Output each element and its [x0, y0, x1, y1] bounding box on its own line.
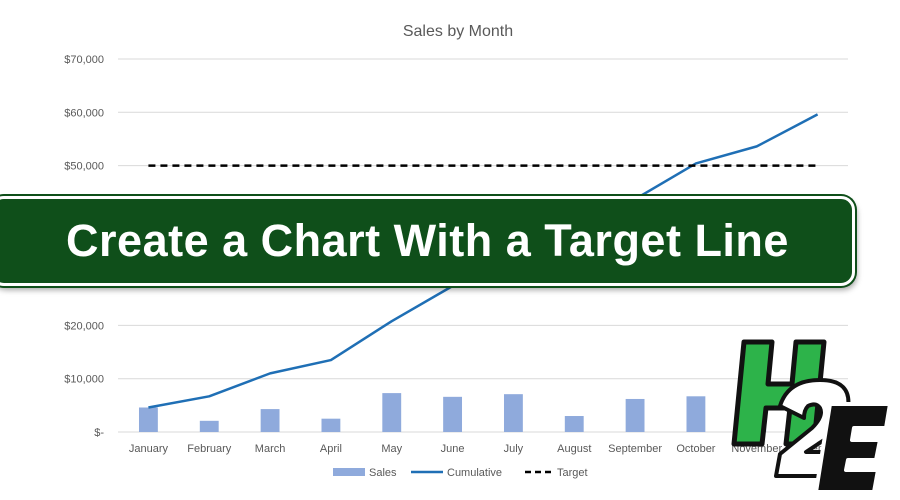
h2e-logo-mark: [731, 339, 892, 494]
sales-bar: [260, 409, 280, 432]
legend-cumulative-label: Cumulative: [447, 467, 502, 479]
h2e-logo: [731, 339, 892, 494]
y-tick-label: $50,000: [64, 161, 104, 173]
x-tick-label: September: [608, 443, 662, 455]
chart-legend: Sales Cumulative Target: [333, 467, 588, 479]
legend-sales-swatch: [333, 468, 365, 476]
sales-bar: [625, 398, 645, 432]
banner-text: Create a Chart With a Target Line: [66, 215, 789, 266]
legend-sales-label: Sales: [369, 467, 397, 479]
x-tick-label: July: [504, 443, 524, 455]
logo-e-letter: [814, 402, 892, 494]
sales-bar: [321, 418, 341, 432]
sales-bar: [382, 393, 402, 432]
sales-bar: [686, 396, 706, 432]
x-tick-label: August: [557, 443, 591, 455]
y-tick-label: $70,000: [64, 54, 104, 66]
x-tick-label: April: [320, 443, 342, 455]
x-tick-label: June: [441, 443, 465, 455]
x-tick-label: January: [129, 443, 169, 455]
y-tick-label: $10,000: [64, 374, 104, 386]
x-tick-label: October: [676, 443, 715, 455]
x-tick-label: February: [187, 443, 232, 455]
y-tick-label: $20,000: [64, 320, 104, 332]
y-tick-label: $-: [94, 427, 104, 439]
title-banner: Create a Chart With a Target Line: [0, 196, 855, 286]
sales-bar: [138, 407, 158, 432]
chart-title: Sales by Month: [403, 23, 513, 40]
y-tick-label: $60,000: [64, 107, 104, 119]
sales-bar: [503, 394, 523, 432]
x-tick-label: May: [381, 443, 402, 455]
sales-bar: [564, 416, 584, 432]
sales-bar: [199, 420, 219, 432]
sales-bars: [138, 393, 828, 432]
sales-bar: [443, 396, 463, 432]
x-tick-label: March: [255, 443, 286, 455]
legend-target-label: Target: [557, 467, 588, 479]
